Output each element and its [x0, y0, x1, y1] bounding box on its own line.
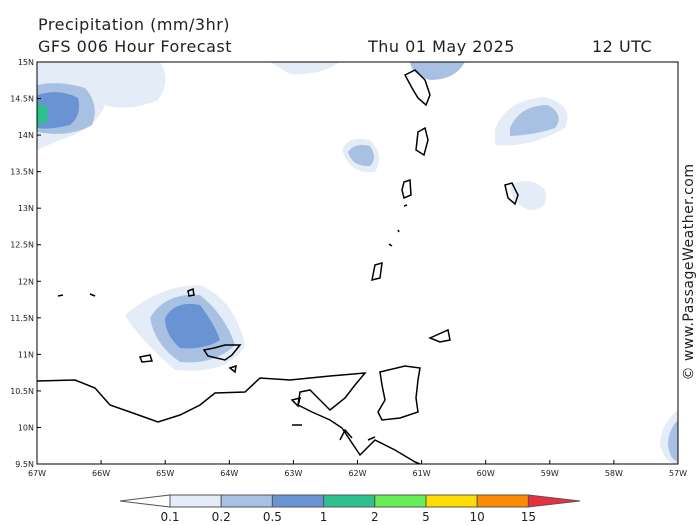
legend-label: 5: [422, 510, 430, 524]
lon-label: 64W: [220, 469, 238, 478]
lat-label: 10.5N: [10, 387, 34, 396]
lon-label: 61W: [413, 469, 431, 478]
lon-label: 65W: [156, 469, 174, 478]
lon-label: 63W: [284, 469, 302, 478]
lat-label: 13.5N: [10, 168, 34, 177]
precip-area: [348, 144, 374, 167]
color-legend: 0.1 0.2 0.5 1 2 5 10 15: [119, 494, 581, 524]
legend-swatch: [220, 494, 273, 508]
lat-label: 14.5N: [10, 95, 34, 104]
legend-swatch: [476, 494, 529, 508]
lat-label: 11.5N: [10, 314, 34, 323]
precip-area: [37, 102, 48, 126]
lon-label: 62W: [348, 469, 366, 478]
legend-swatch: [323, 494, 376, 508]
map-frame: [36, 61, 679, 465]
lon-label: 57W: [669, 469, 687, 478]
lon-label: 66W: [92, 469, 110, 478]
precip-area: [410, 62, 465, 80]
lat-label: 12.5N: [10, 241, 34, 250]
credit: © www.PassageWeather.com: [681, 163, 697, 380]
title: Precipitation (mm/3hr): [38, 15, 230, 34]
precip-area: [270, 62, 340, 75]
legend-swatch: [425, 494, 478, 508]
lat-label: 14N: [18, 131, 34, 140]
axes: 15N 14.5N 14N 13.5N 13N 12.5N 12N 11.5N 11N 10.5N…: [10, 58, 687, 478]
lon-label: 59W: [541, 469, 559, 478]
legend-swatch: [271, 494, 325, 508]
lat-label: 13N: [18, 204, 34, 213]
time: 12 UTC: [592, 37, 652, 56]
precipitation: [37, 62, 678, 464]
lat-label: 10N: [18, 423, 34, 432]
legend-label: 2: [371, 510, 379, 524]
legend-swatch: [169, 494, 222, 508]
precip-area: [668, 420, 678, 462]
lon-label: 60W: [477, 469, 495, 478]
coastlines: [37, 69, 519, 464]
lat-label: 9.5N: [15, 460, 34, 469]
legend-under: [119, 494, 171, 508]
legend-label: 1: [320, 510, 328, 524]
lat-label: 11N: [18, 350, 34, 359]
precip-area: [37, 92, 79, 129]
legend-label: 0.1: [160, 510, 179, 524]
legend-over: [527, 494, 581, 508]
legend-label: 15: [521, 510, 536, 524]
date: Thu 01 May 2025: [367, 37, 515, 56]
legend-swatch: [374, 494, 427, 508]
precip-area: [510, 105, 559, 136]
map-area: [36, 61, 679, 465]
lon-label: 58W: [605, 469, 623, 478]
legend-label: 10: [470, 510, 485, 524]
lat-label: 15N: [18, 58, 34, 67]
lat-label: 12N: [18, 277, 34, 286]
precip-area: [165, 303, 220, 349]
legend-label: 0.5: [263, 510, 282, 524]
precip-area: [510, 181, 546, 210]
lon-label: 67W: [28, 469, 46, 478]
subtitle: GFS 006 Hour Forecast: [38, 37, 232, 56]
legend-label: 0.2: [212, 510, 231, 524]
